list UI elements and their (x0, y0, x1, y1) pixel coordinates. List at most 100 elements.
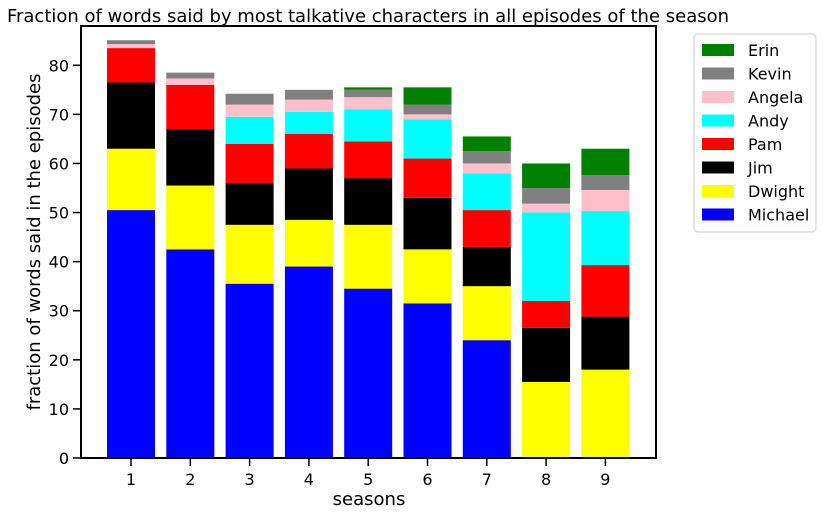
bar-dwight-season-7 (462, 286, 511, 341)
legend-swatch-pam (702, 138, 734, 150)
y-tick-label: 30 (49, 302, 69, 321)
x-tick-label: 5 (363, 470, 373, 489)
legend-swatch-jim (702, 161, 734, 174)
bar-angela-season-5 (344, 97, 393, 110)
bar-kevin-season-5 (344, 89, 393, 98)
legend-swatch-erin (702, 44, 734, 56)
bar-dwight-season-3 (225, 224, 274, 284)
bar-dwight-season-8 (522, 381, 571, 458)
bar-erin-season-8 (522, 163, 571, 188)
y-axis-label: fraction of words said in the episodes (24, 74, 45, 411)
bar-andy-season-5 (344, 109, 393, 142)
bar-angela-season-7 (462, 163, 511, 174)
x-tick-label: 7 (482, 470, 492, 489)
bar-dwight-season-2 (166, 185, 215, 250)
bar-andy-season-4 (284, 111, 333, 134)
y-tick-label: 80 (49, 56, 69, 75)
bar-pam-season-2 (166, 84, 215, 130)
x-tick-label: 8 (541, 470, 551, 489)
bar-andy-season-3 (225, 116, 274, 144)
bar-jim-season-5 (344, 178, 393, 225)
bar-dwight-season-9 (581, 369, 630, 458)
legend-swatch-andy (702, 114, 734, 127)
bar-andy-season-9 (581, 211, 630, 266)
bar-michael-season-2 (166, 249, 215, 458)
y-tick-label: 50 (49, 204, 69, 223)
legend-box (693, 33, 817, 233)
y-tick-label: 0 (59, 449, 69, 468)
bar-pam-season-8 (522, 300, 571, 328)
legend-label-andy: Andy (748, 112, 789, 131)
y-tick-label: 60 (49, 154, 69, 173)
bar-kevin-season-9 (581, 175, 630, 190)
legend-label-erin: Erin (748, 41, 779, 60)
bar-angela-season-9 (581, 189, 630, 212)
legend-swatch-michael (702, 208, 734, 221)
x-tick-label: 9 (600, 470, 610, 489)
bar-angela-season-4 (284, 99, 333, 112)
y-tick-label: 70 (49, 105, 69, 124)
y-tick-label: 20 (49, 351, 69, 370)
bar-pam-season-5 (344, 141, 393, 179)
bar-michael-season-1 (107, 210, 155, 458)
bar-angela-season-1 (107, 44, 155, 49)
bar-jim-season-1 (107, 82, 155, 149)
legend: Erin Kevin Angela Andy Pam Jim Dwight Michael (693, 33, 817, 233)
bar-michael-season-4 (284, 266, 333, 458)
bar-kevin-season-2 (166, 72, 215, 79)
legend-label-angela: Angela (748, 88, 803, 107)
x-tick-label: 1 (126, 470, 136, 489)
bar-andy-season-6 (403, 119, 452, 159)
bar-pam-season-3 (225, 143, 274, 184)
legend-label-pam: Pam (748, 135, 782, 154)
bar-michael-season-7 (462, 340, 511, 458)
bar-andy-season-8 (522, 212, 571, 301)
bar-angela-season-6 (403, 114, 452, 120)
legend-label-jim: Jim (747, 159, 773, 178)
y-tick-label: 10 (49, 400, 69, 419)
bar-dwight-season-5 (344, 224, 393, 289)
bars-group (107, 40, 630, 458)
bar-jim-season-6 (403, 197, 452, 250)
bar-pam-season-7 (462, 210, 511, 247)
axes-group: 0 10 20 30 40 50 60 70 80 1 2 3 4 5 6 7 8 9 (49, 25, 657, 489)
bar-erin-season-5 (344, 87, 393, 90)
bar-kevin-season-7 (462, 151, 511, 164)
bar-dwight-season-6 (403, 249, 452, 304)
bar-pam-season-9 (581, 265, 630, 317)
legend-label-dwight: Dwight (748, 182, 804, 201)
bar-andy-season-7 (462, 173, 511, 211)
bar-jim-season-3 (225, 183, 274, 225)
legend-swatch-kevin (702, 67, 734, 80)
bar-michael-season-5 (344, 288, 393, 458)
bar-kevin-season-1 (107, 40, 155, 45)
y-tick-label: 40 (49, 253, 69, 272)
legend-label-michael: Michael (748, 206, 809, 225)
bar-jim-season-2 (166, 129, 215, 186)
bar-pam-season-4 (284, 134, 333, 169)
bar-erin-season-6 (403, 87, 452, 105)
bar-angela-season-3 (225, 104, 274, 117)
bar-kevin-season-8 (522, 188, 571, 204)
bar-erin-season-9 (581, 148, 630, 176)
bar-michael-season-6 (403, 303, 452, 458)
x-tick-label: 2 (185, 470, 195, 489)
x-tick-label: 4 (304, 470, 314, 489)
bar-angela-season-8 (522, 203, 571, 213)
bar-erin-season-7 (462, 136, 511, 152)
legend-swatch-dwight (702, 185, 734, 197)
bar-pam-season-1 (107, 48, 155, 83)
bar-angela-season-2 (166, 78, 215, 85)
legend-label-kevin: Kevin (748, 65, 792, 84)
x-axis-label: seasons (333, 489, 406, 510)
bar-jim-season-4 (284, 168, 333, 220)
chart-title: Fraction of words said by most talkative… (7, 6, 729, 27)
bar-jim-season-9 (581, 316, 630, 370)
bar-jim-season-8 (522, 327, 571, 382)
bar-jim-season-7 (462, 246, 511, 287)
bar-dwight-season-1 (107, 148, 155, 211)
legend-swatch-angela (702, 91, 734, 103)
bar-kevin-season-3 (225, 93, 274, 105)
x-tick-label: 3 (245, 470, 255, 489)
